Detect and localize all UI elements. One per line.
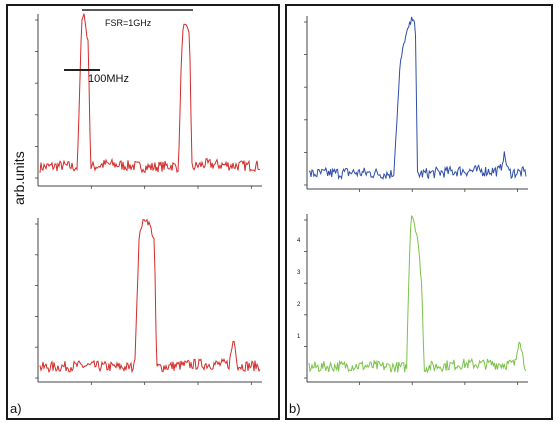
panel-b-frame xyxy=(285,4,553,420)
linewidth-label: 100MHz xyxy=(88,73,129,85)
series-line-b-bottom xyxy=(308,214,527,374)
fsr-label: FSR=1GHz xyxy=(105,18,152,28)
y-tick-label: 3 xyxy=(297,270,301,276)
panel-a-label: a) xyxy=(10,401,22,416)
y-tick-label: 4 xyxy=(297,238,301,244)
y-tick-label: 2 xyxy=(297,302,301,308)
y-axis-label: arb.units xyxy=(11,151,27,205)
series-line-a-top xyxy=(39,13,261,174)
y-tick-label: 1 xyxy=(297,334,301,340)
series-line-b-top xyxy=(309,16,527,181)
panel-a-frame xyxy=(6,4,280,420)
panel-b-label: b) xyxy=(289,401,301,416)
series-line-a-bottom xyxy=(39,218,261,374)
